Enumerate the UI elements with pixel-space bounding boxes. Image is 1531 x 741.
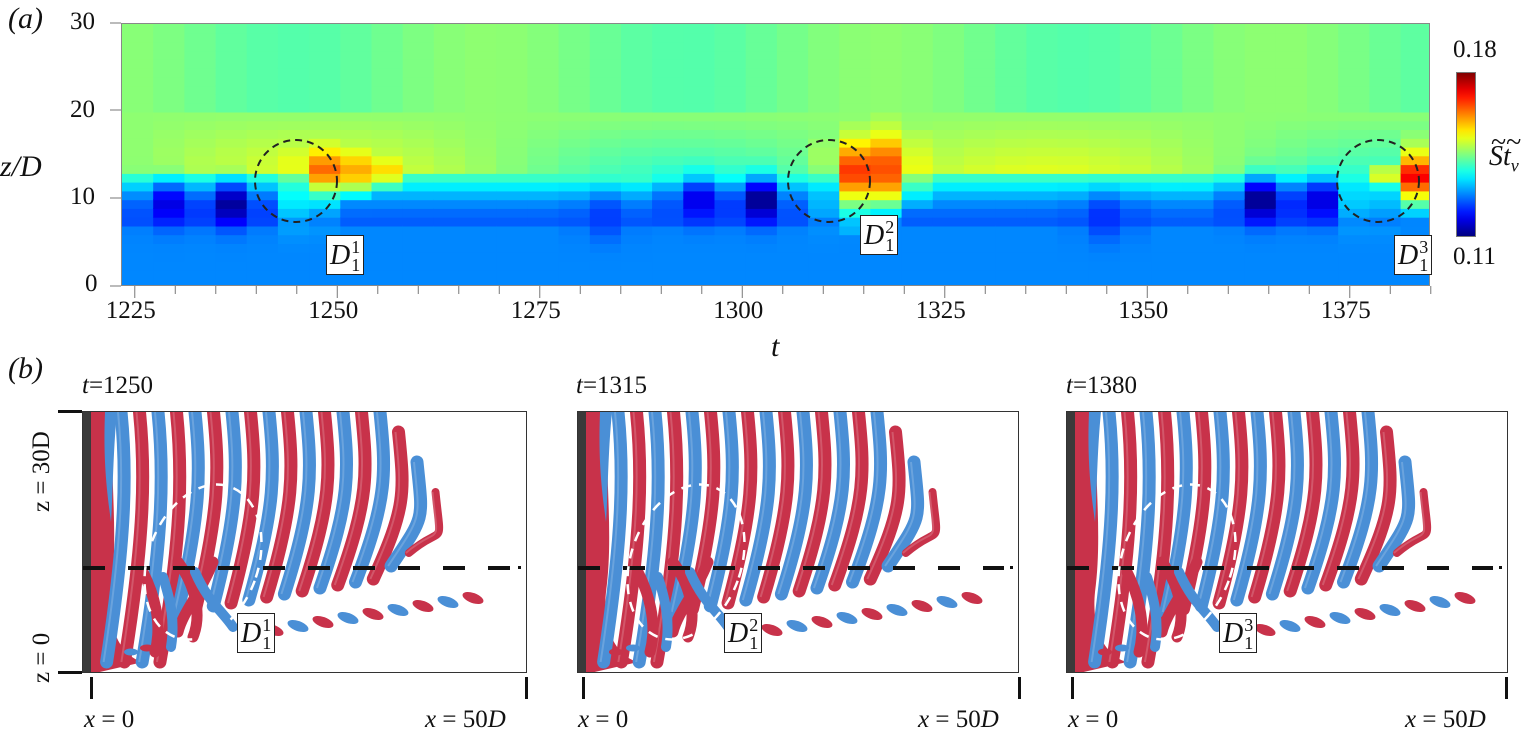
snapshot-3-x0-tick: [1071, 677, 1074, 699]
snapshot-2-x0-tick: [582, 677, 585, 699]
xtick-1325: 1325: [915, 297, 966, 324]
colorbar-min-label: 0.11: [1453, 243, 1496, 270]
colorbar-max-label: 0.18: [1453, 36, 1497, 63]
ytick-0: 0: [85, 270, 98, 297]
axis-ticks: [110, 22, 1432, 298]
xtick-1300: 1300: [713, 297, 764, 324]
colorbar-title: S ~~ tv: [1489, 127, 1522, 176]
snapshot-3-x50-tick: [1505, 677, 1508, 699]
snapshot-3-x-right: x = 50D: [1405, 706, 1486, 733]
snapshot-2-x50-tick: [1018, 677, 1021, 699]
ytick-30: 30: [70, 8, 95, 35]
xtick-1250: 1250: [308, 297, 359, 324]
snapshot-1-x0-tick: [90, 677, 93, 699]
xtick-1275: 1275: [510, 297, 561, 324]
snapshot-3-title: t=1380: [1066, 372, 1138, 399]
panel-b-label: (b): [8, 352, 43, 385]
snapshot-2-x-left: x = 0: [578, 706, 629, 733]
dislocation-circles: [254, 139, 1420, 223]
circle-D1-3: [1336, 139, 1420, 223]
z-top-label: z = 30D: [28, 431, 55, 512]
circle-D1-1: [254, 139, 338, 223]
snapshot-1-x-right: x = 50D: [425, 706, 506, 733]
snapshot-1-title: t=1250: [82, 372, 154, 399]
xtick-1375: 1375: [1320, 297, 1371, 324]
z-top-tick: [58, 410, 82, 413]
snapshot-2-x-right: x = 50D: [918, 706, 999, 733]
panel-a-label: (a): [8, 2, 43, 35]
snapshot-2-title: t=1315: [576, 372, 648, 399]
xtick-1225: 1225: [105, 297, 156, 324]
colorbar: [1456, 72, 1476, 237]
z-bottom-label: z = 0: [28, 632, 55, 683]
snapshot-1-x50-tick: [525, 677, 528, 699]
x-axis-title: t: [771, 330, 780, 363]
ytick-10: 10: [70, 183, 95, 210]
z-bottom-tick: [58, 671, 82, 674]
y-axis-title: z/D: [0, 150, 42, 183]
circle-D1-2: [787, 139, 871, 223]
xtick-1350: 1350: [1118, 297, 1169, 324]
snapshot-3-x-left: x = 0: [1068, 706, 1119, 733]
snapshot-1-x-left: x = 0: [84, 706, 135, 733]
ytick-20: 20: [70, 96, 95, 123]
